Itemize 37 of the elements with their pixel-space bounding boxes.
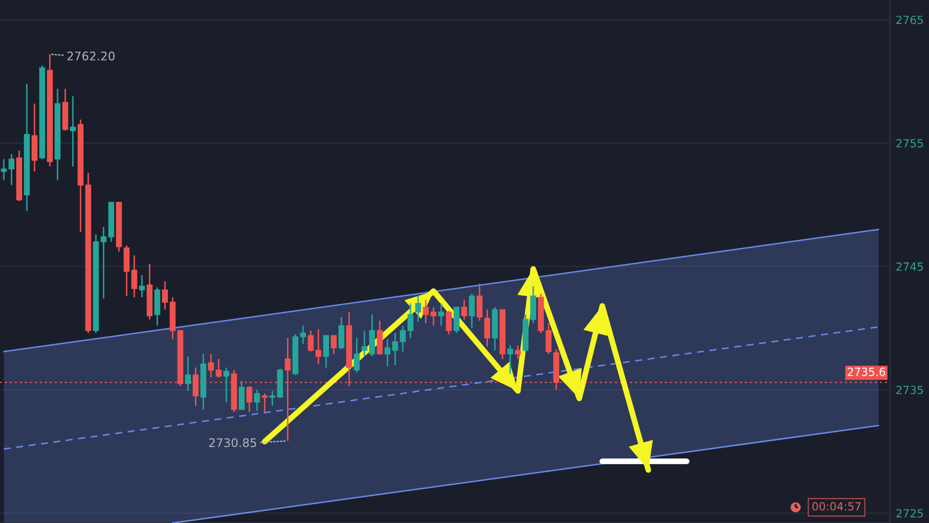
y-tick-label: 2735	[896, 386, 923, 394]
annotation: 2762.20	[67, 52, 115, 60]
annotation: 2730.85	[209, 438, 256, 448]
candlestick	[315, 328, 322, 365]
candlestick	[507, 344, 514, 374]
candlestick	[262, 392, 268, 413]
candlestick	[468, 292, 475, 329]
candlestick	[415, 295, 422, 323]
candlestick	[223, 366, 230, 403]
y-tick-label: 2725	[896, 509, 923, 518]
candlestick	[238, 380, 245, 410]
candlestick	[124, 244, 130, 297]
candlestick	[354, 337, 360, 374]
candlestick	[246, 385, 252, 413]
candlestick	[338, 316, 344, 350]
y-tick-label: 2745	[896, 262, 923, 271]
candlestick	[254, 389, 260, 412]
candlestick	[308, 330, 314, 352]
candlestick	[376, 320, 383, 355]
candlestick	[138, 274, 145, 298]
y-tick-label: 2765	[896, 16, 923, 24]
annotation: 00:04:57	[812, 502, 861, 511]
candlestick	[454, 306, 460, 334]
candlestick	[323, 334, 330, 368]
candlestick	[438, 302, 444, 326]
y-tick-label: 2755	[896, 139, 923, 148]
ref-line-label: 2735.6	[848, 368, 886, 376]
candlestick	[131, 254, 138, 298]
candlestick	[461, 299, 468, 320]
candlestick	[330, 334, 337, 355]
candlestick	[530, 285, 536, 324]
candlestick	[185, 356, 191, 392]
candlestick	[476, 283, 482, 322]
candlestick	[70, 96, 76, 168]
candlestick	[446, 310, 452, 335]
candlestick	[514, 344, 521, 360]
candlestick	[484, 308, 490, 348]
